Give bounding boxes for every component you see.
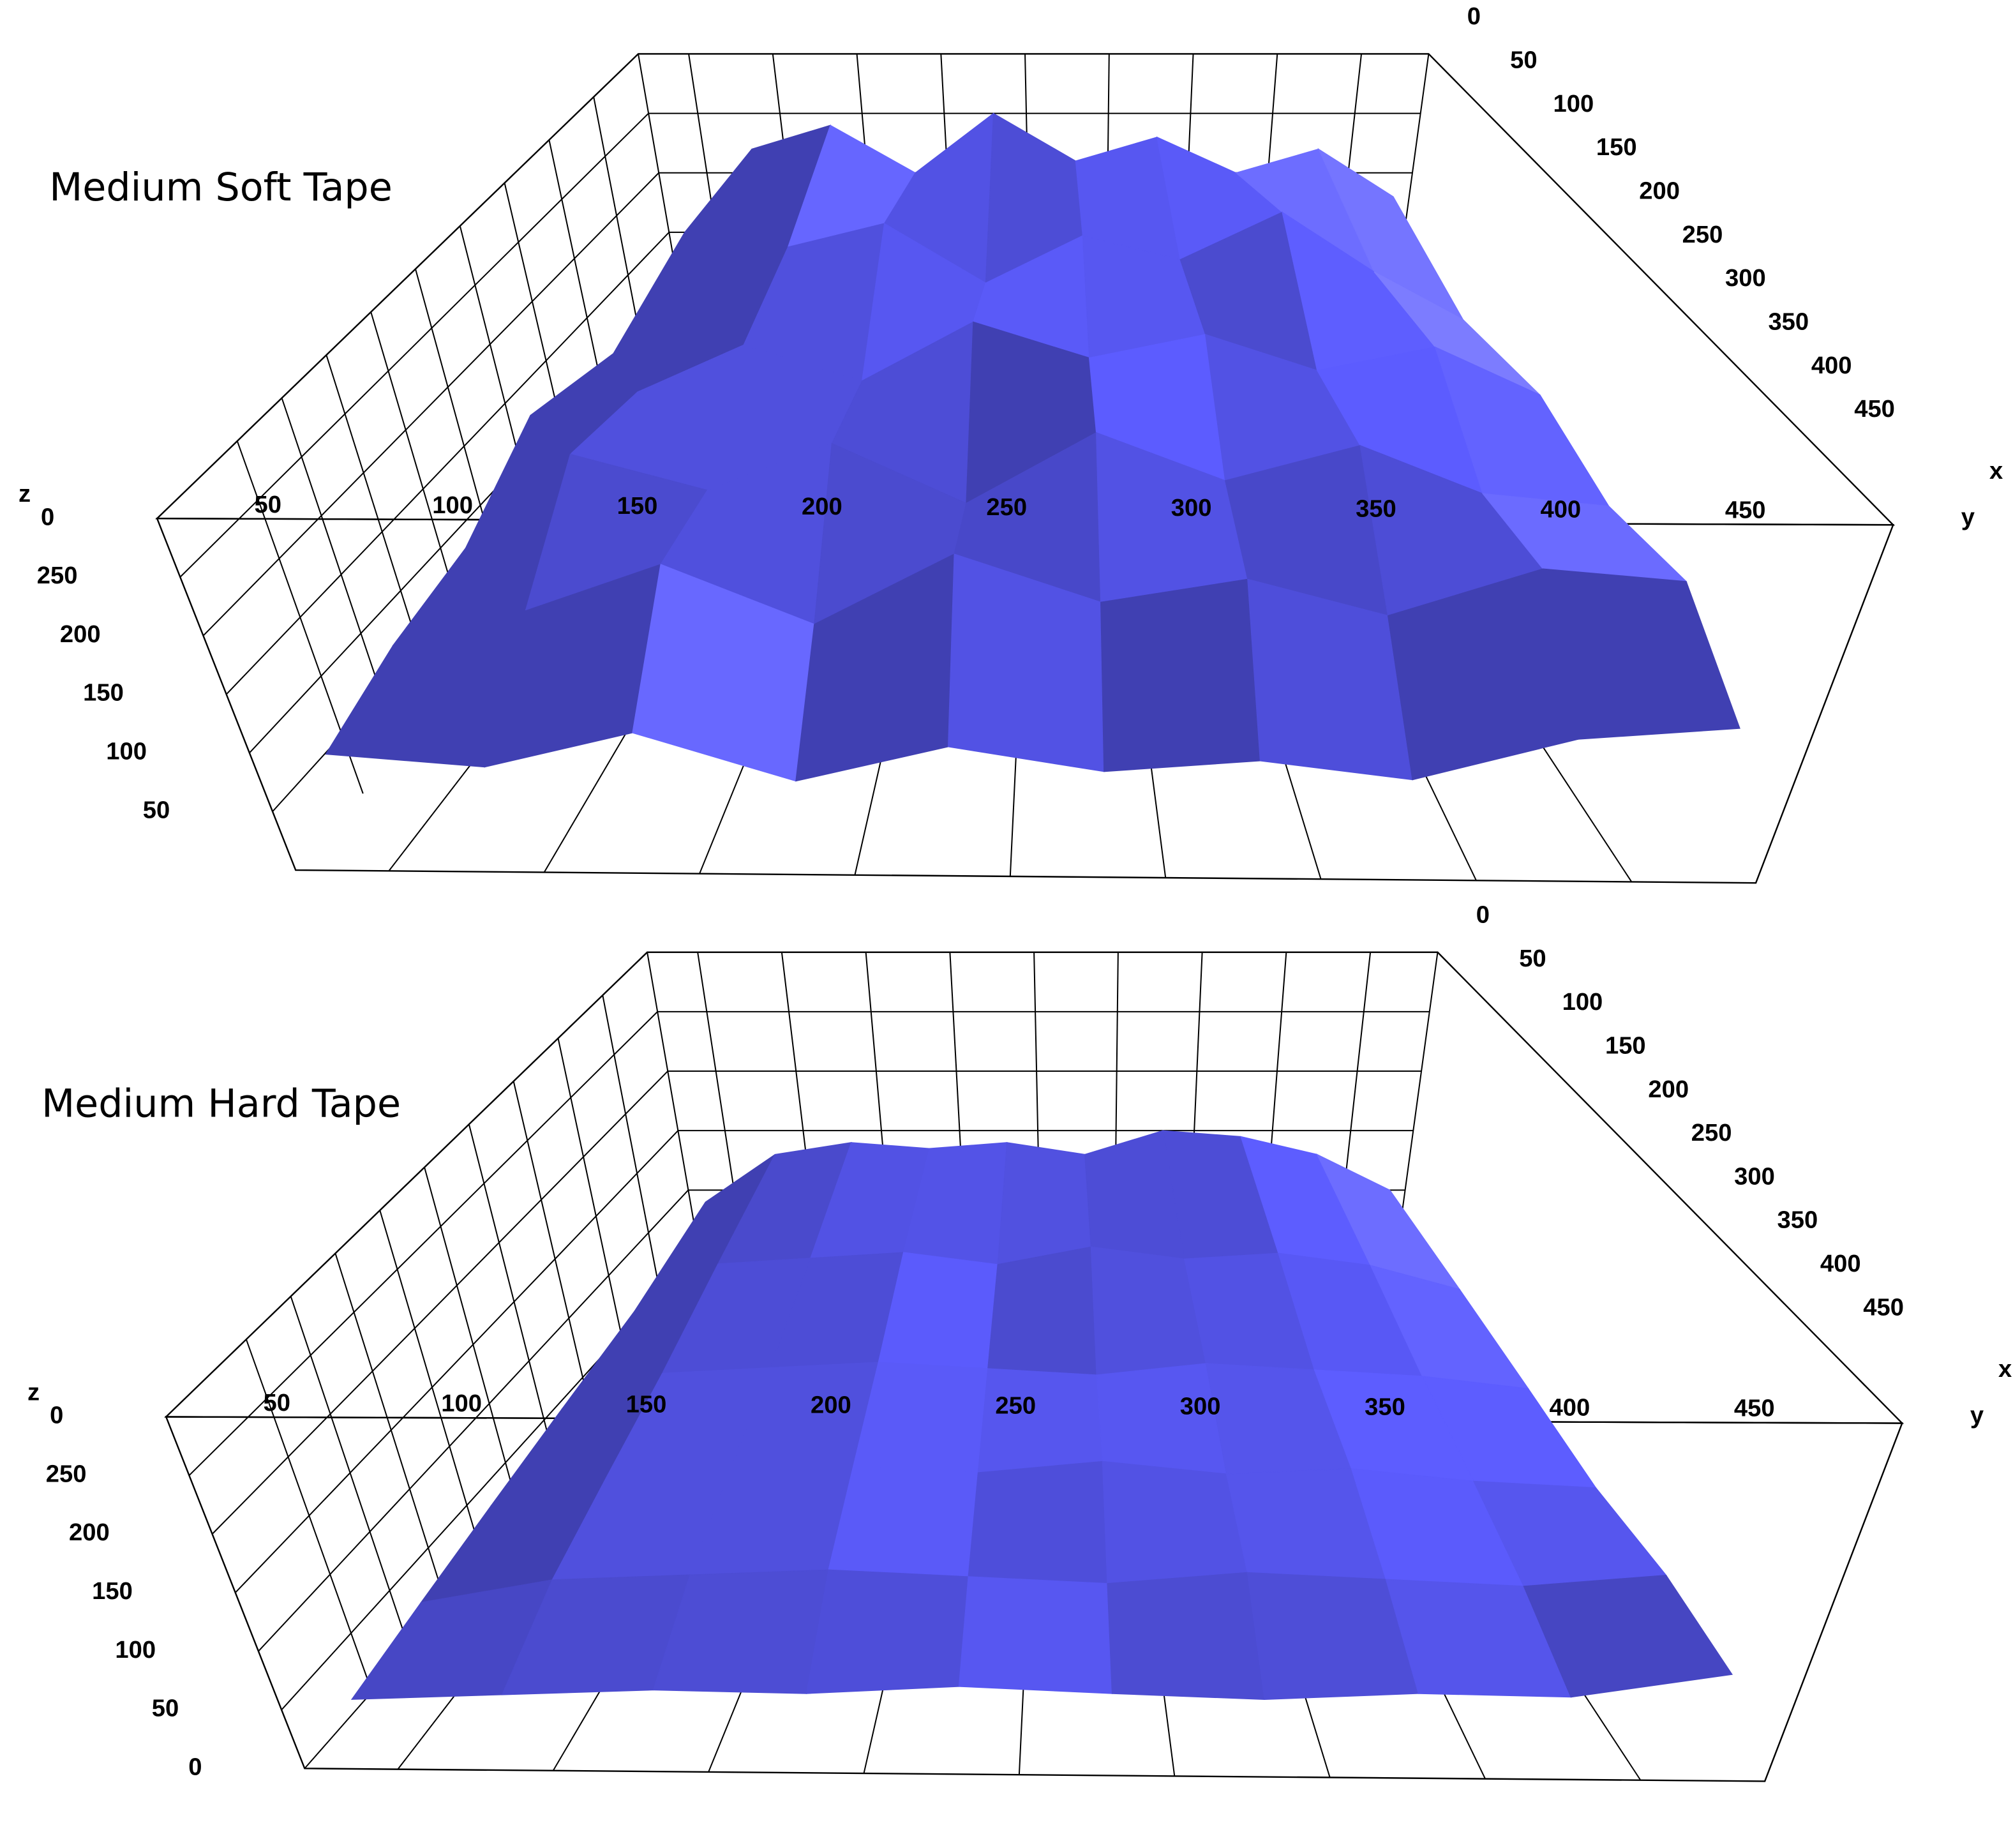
x-tick-label: 450 [1854, 395, 1895, 423]
surface-patch [997, 1142, 1092, 1265]
y-tick-label: 100 [432, 492, 473, 519]
left-wall-grid-line [225, 232, 670, 695]
left-wall-grid-line [202, 172, 659, 636]
left-wall-grid-line [188, 1011, 658, 1476]
y-axis-label: y [1961, 503, 1975, 530]
y-tick-label: 450 [1734, 1395, 1775, 1422]
z-tick-label: 100 [115, 1636, 156, 1664]
left-wall-grid-line [235, 1130, 679, 1593]
left-wall-grid-line [211, 1070, 668, 1535]
y-tick-label: 150 [626, 1390, 667, 1418]
x-tick-label: 150 [1596, 133, 1637, 161]
surface-patch [1542, 568, 1740, 740]
z-tick-label: 200 [60, 620, 101, 648]
left-wall-grid-line [179, 112, 649, 578]
x-tick-label: 0 [1467, 3, 1481, 30]
y-tick-label: 250 [995, 1392, 1036, 1419]
y-tick-label: 200 [811, 1391, 851, 1418]
z-tick-label: 50 [143, 796, 170, 823]
x-tick-label: 450 [1863, 1293, 1904, 1321]
surface-patch [977, 1368, 1104, 1473]
z-tick-label: 50 [152, 1695, 179, 1722]
y-tick-label: 50 [254, 491, 281, 518]
surface-patch [958, 1576, 1113, 1694]
y-tick-label: 450 [1725, 496, 1766, 523]
surface-patch [1523, 1574, 1733, 1698]
z-tick-label: 0 [50, 1402, 63, 1429]
y-tick-label: 100 [441, 1390, 482, 1417]
z-axis-label: z [19, 480, 31, 507]
y-tick-label: 250 [986, 493, 1027, 521]
surface-patch [1102, 1461, 1248, 1584]
x-tick-label: 250 [1682, 221, 1723, 248]
y-tick-label: 300 [1180, 1392, 1221, 1420]
x-tick-label: 300 [1734, 1162, 1775, 1190]
left-wall-grid-line [258, 1189, 689, 1652]
surface-patch [1100, 578, 1261, 772]
z-tick-label: 250 [37, 562, 78, 589]
x-tick-label: 0 [1476, 901, 1490, 929]
x-tick-label: 400 [1820, 1250, 1861, 1277]
x-tick-label: 350 [1777, 1206, 1818, 1234]
chart-title: Medium Hard Tape [41, 1082, 401, 1127]
chart-title: Medium Soft Tape [49, 165, 393, 210]
x-tick-label: 200 [1648, 1076, 1689, 1103]
x-tick-label: 200 [1639, 177, 1680, 205]
surface-patch [987, 1246, 1097, 1376]
x-axis-label: x [1998, 1355, 2012, 1383]
z-tick-label: 100 [106, 738, 147, 765]
y-tick-label: 300 [1171, 494, 1212, 522]
y-tick-label: 50 [264, 1389, 290, 1416]
z-tick-label: 200 [69, 1519, 110, 1546]
surface-patch [828, 1466, 979, 1577]
z-tick-label: 0 [41, 503, 54, 530]
z-tick-label: 250 [46, 1460, 87, 1487]
z-tick-label: 0 [188, 1753, 202, 1780]
z-tick-label: 150 [83, 679, 124, 707]
x-tick-label: 400 [1811, 352, 1852, 379]
surface-patch [805, 1569, 969, 1694]
y-axis-label: y [1970, 1402, 1984, 1429]
x-axis-label: x [1989, 457, 2003, 485]
x-tick-label: 250 [1691, 1119, 1732, 1146]
y-tick-label: 350 [1365, 1394, 1405, 1421]
z-tick-label: 150 [92, 1577, 133, 1605]
x-tick-label: 100 [1562, 988, 1603, 1016]
y-tick-label: 200 [802, 493, 842, 520]
surface-patch [1107, 1572, 1265, 1701]
x-tick-label: 300 [1725, 264, 1766, 292]
y-tick-label: 400 [1550, 1394, 1590, 1422]
y-tick-label: 400 [1540, 495, 1581, 523]
surface-patch [968, 1461, 1108, 1584]
y-tick-label: 150 [617, 492, 658, 520]
z-axis-label: z [27, 1378, 40, 1406]
x-tick-label: 50 [1510, 47, 1537, 74]
x-tick-label: 150 [1605, 1032, 1646, 1059]
y-tick-label: 350 [1356, 495, 1396, 522]
x-tick-label: 50 [1519, 945, 1546, 972]
x-tick-label: 100 [1553, 90, 1594, 117]
x-tick-label: 350 [1768, 308, 1809, 335]
